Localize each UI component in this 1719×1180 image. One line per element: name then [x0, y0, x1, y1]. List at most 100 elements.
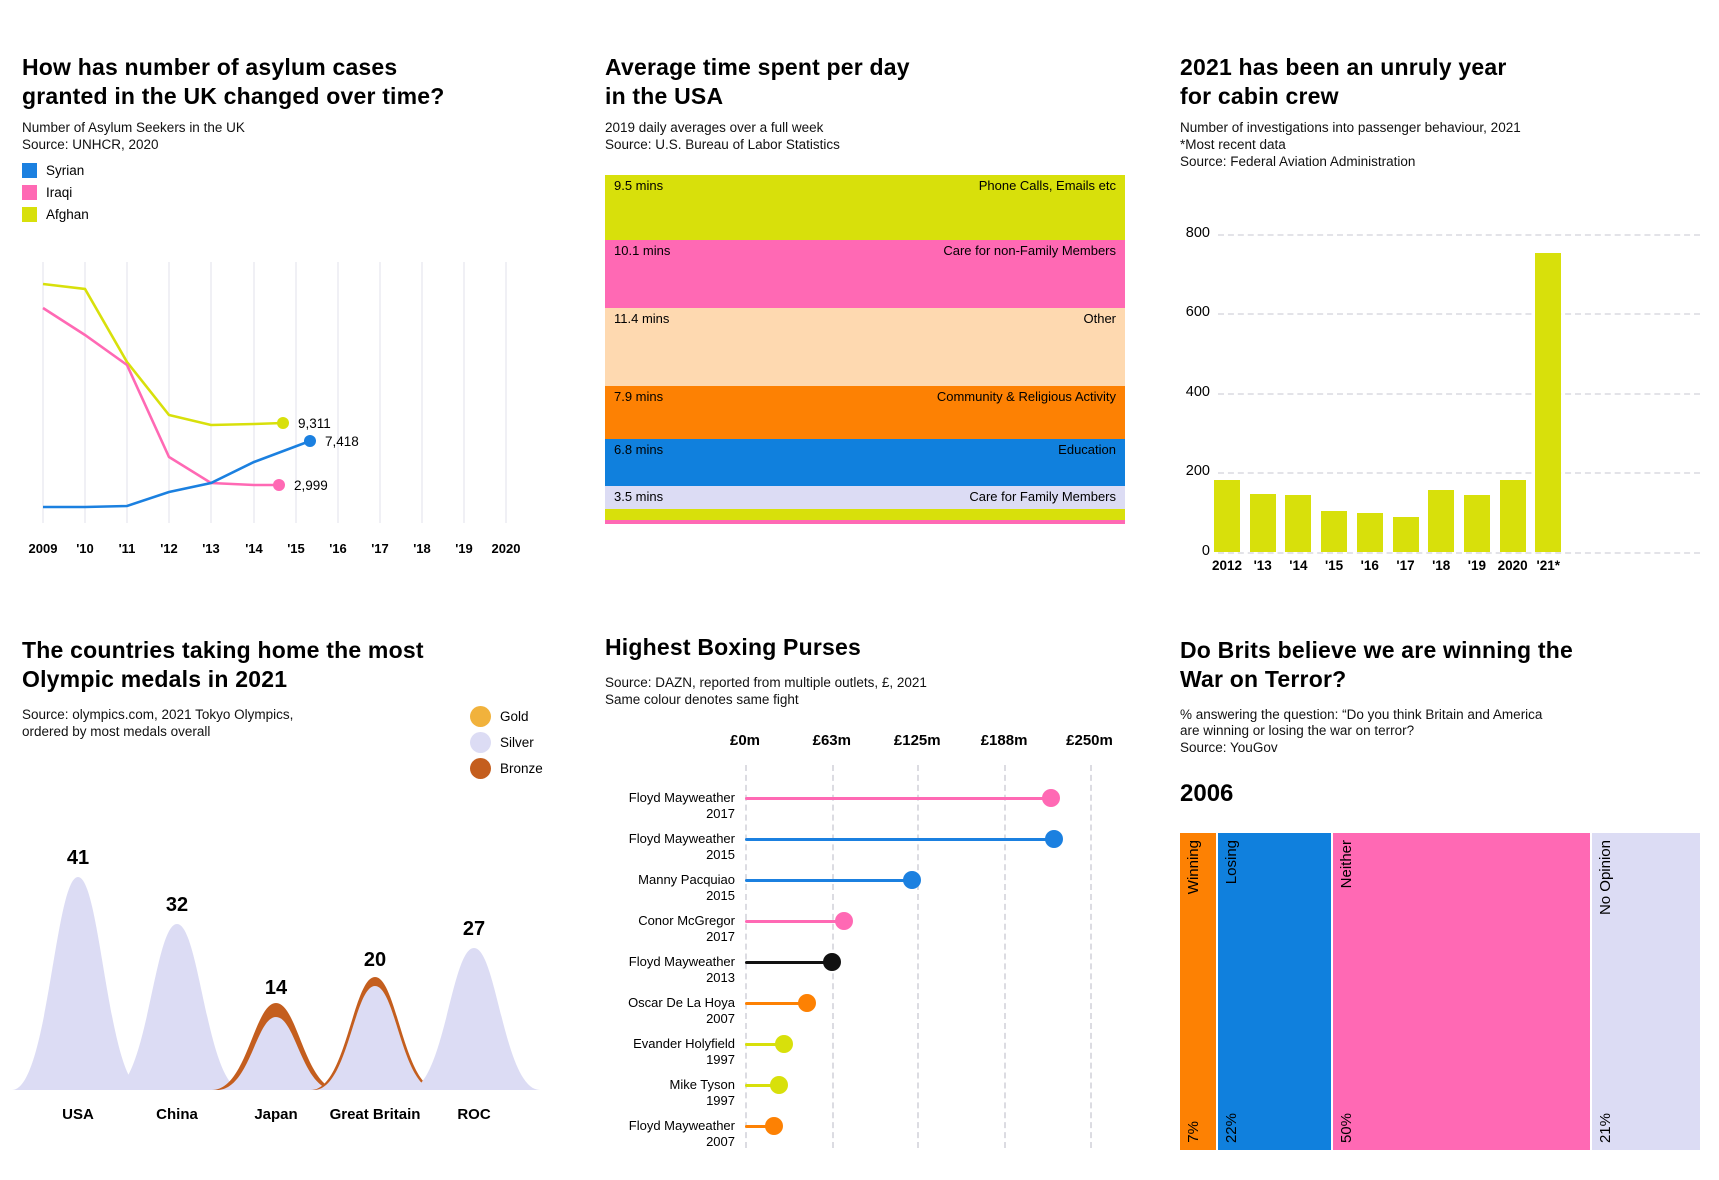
olympic-title-line1: The countries taking home the most — [22, 637, 424, 663]
iraqi-end-dot — [273, 479, 285, 491]
svg-text:China: China — [156, 1106, 198, 1123]
segment-label: Winning — [1185, 840, 1202, 895]
asylum-source: Source: UNHCR, 2020 — [22, 137, 159, 152]
svg-text:'19: '19 — [455, 541, 473, 556]
y-tick-200: 200 — [1185, 463, 1210, 480]
afghan-value-label: 9,311 — [298, 416, 331, 431]
x-tick-2012: 2012 — [1211, 558, 1243, 573]
boxer-label: Conor McGregor 2017 — [605, 913, 735, 945]
band-minutes-label: 9.5 mins — [614, 178, 664, 193]
x-tick-'14: '14 — [1289, 558, 1308, 573]
iraqi-line — [42, 306, 279, 487]
boxer-name: Floyd Mayweather — [628, 831, 735, 846]
olympic-title-line2: Olympic medals in 2021 — [22, 666, 288, 692]
timeuse-subtitle: 2019 daily averages over a full week — [605, 120, 824, 135]
svg-text:20: 20 — [364, 949, 386, 971]
olympic-source-line1: Source: olympics.com, 2021 Tokyo Olympic… — [22, 707, 294, 722]
segment-pct: 22% — [1222, 1112, 1240, 1143]
svg-text:'16: '16 — [329, 541, 347, 556]
x-tick-'18: '18 — [1432, 558, 1451, 573]
timeuse-title-line2: in the USA — [605, 83, 724, 109]
war-title: Do Brits believe we are winning the War o… — [1180, 636, 1700, 694]
bar-'16 — [1356, 512, 1383, 552]
gridline-x-125 — [917, 765, 920, 1148]
boxer-label: Floyd Mayweather 2007 — [605, 1118, 735, 1150]
svg-text:'11: '11 — [119, 541, 136, 556]
gridline-y-600 — [1218, 313, 1700, 316]
boxing-title-line1: Highest Boxing Purses — [605, 634, 861, 660]
bar-'19 — [1463, 494, 1490, 552]
war-title-line1: Do Brits believe we are winning the — [1180, 637, 1573, 663]
gridline-x-250 — [1089, 765, 1092, 1148]
boxer-label: Floyd Mayweather 2015 — [605, 831, 735, 863]
syrian-value-label: 7,418 — [325, 434, 359, 449]
boxer-name: Evander Holyfield — [633, 1036, 735, 1051]
boxer-label: Oscar De La Hoya 2007 — [605, 995, 735, 1027]
boxer-name: Oscar De La Hoya — [628, 995, 735, 1010]
boxer-year: 2017 — [706, 806, 735, 821]
iraqi-value-label: 2,999 — [294, 478, 328, 493]
roc-bell — [408, 948, 540, 1090]
time-band: 3.5 mins Care for Family Members — [605, 485, 1125, 510]
svg-text:'15: '15 — [287, 541, 305, 556]
boxing-plot: £0m £63m £125m £188m £250m Floyd Mayweather 20… — [605, 640, 1130, 1160]
war-subtitle-line1: % answering the question: “Do you think … — [1180, 707, 1543, 722]
timeuse-source: Source: U.S. Bureau of Labor Statistics — [605, 137, 840, 152]
gridline-x-188 — [1004, 765, 1007, 1148]
bar-'18 — [1428, 489, 1455, 552]
war-subtitle-line2: are winning or losing the war on terror? — [1180, 723, 1415, 738]
afghan-end-dot — [277, 417, 289, 429]
band-minutes-label: 7.9 mins — [614, 388, 664, 404]
cabin-source: Source: Federal Aviation Administration — [1180, 154, 1416, 169]
war-title-line2: War on Terror? — [1180, 666, 1347, 692]
bronze-swatch — [470, 758, 491, 779]
segment-label: Losing — [1222, 840, 1240, 885]
boxer-label: Evander Holyfield 1997 — [605, 1036, 735, 1068]
asylum-title: How has number of asylum cases granted in… — [22, 53, 522, 111]
svg-text:32: 32 — [166, 894, 188, 916]
legend-label: Gold — [500, 709, 529, 724]
svg-text:2009: 2009 — [29, 541, 58, 556]
timeuse-title-line1: Average time spent per day — [605, 54, 910, 80]
gridline-y-800 — [1218, 233, 1700, 236]
purse-dot — [774, 1035, 793, 1053]
purse-dot — [835, 912, 854, 930]
cabin-note: *Most recent data — [1180, 137, 1286, 152]
timeuse-title: Average time spent per day in the USA — [605, 53, 1105, 111]
syrian-line — [43, 439, 311, 509]
asylum-title-line2: granted in the UK changed over time? — [22, 83, 445, 109]
medal-legend: Gold Silver Bronze — [470, 706, 543, 779]
olympic-source-line2: ordered by most medals overall — [22, 724, 211, 739]
x-tick-2020: 2020 — [1497, 558, 1528, 573]
boxer-year: 2013 — [706, 970, 735, 985]
svg-text:14: 14 — [265, 977, 288, 999]
purse-line — [745, 1124, 774, 1128]
legend-item-iraqi: Iraqi — [22, 185, 89, 200]
purse-dot — [902, 871, 921, 889]
time-band: 6.8 mins Education — [605, 439, 1125, 486]
boxer-label: Floyd Mayweather 2013 — [605, 954, 735, 986]
bar-'14 — [1285, 494, 1312, 552]
x-tick-188: £188m — [980, 732, 1028, 749]
purse-line — [745, 796, 1051, 800]
band-category-label: Care for Family Members — [969, 488, 1116, 504]
svg-text:2020: 2020 — [492, 541, 521, 556]
gridline-y-200 — [1218, 472, 1700, 475]
legend-item-silver: Silver — [470, 732, 543, 753]
legend-item-afghan: Afghan — [22, 207, 89, 222]
time-band: 9.5 mins Phone Calls, Emails etc — [605, 175, 1125, 240]
legend-label: Syrian — [46, 163, 85, 178]
boxer-name: Manny Pacquiao — [638, 872, 735, 887]
time-band: 11.4 mins Other — [605, 308, 1125, 386]
purse-line — [745, 919, 844, 923]
boxing-title: Highest Boxing Purses — [605, 633, 1105, 662]
band-category-label: Care for non-Family Members — [943, 242, 1116, 258]
legend-label: Afghan — [46, 207, 89, 222]
legend-label: Silver — [500, 735, 534, 750]
svg-text:'13: '13 — [202, 541, 220, 556]
boxer-year: 2007 — [706, 1134, 735, 1149]
boxer-name: Conor McGregor — [638, 913, 735, 928]
time-band-partial — [605, 520, 1125, 525]
asylum-line-chart: 9,311 7,418 2,999 2009 '10 '11 '12 '13 '14 … — [29, 262, 521, 556]
